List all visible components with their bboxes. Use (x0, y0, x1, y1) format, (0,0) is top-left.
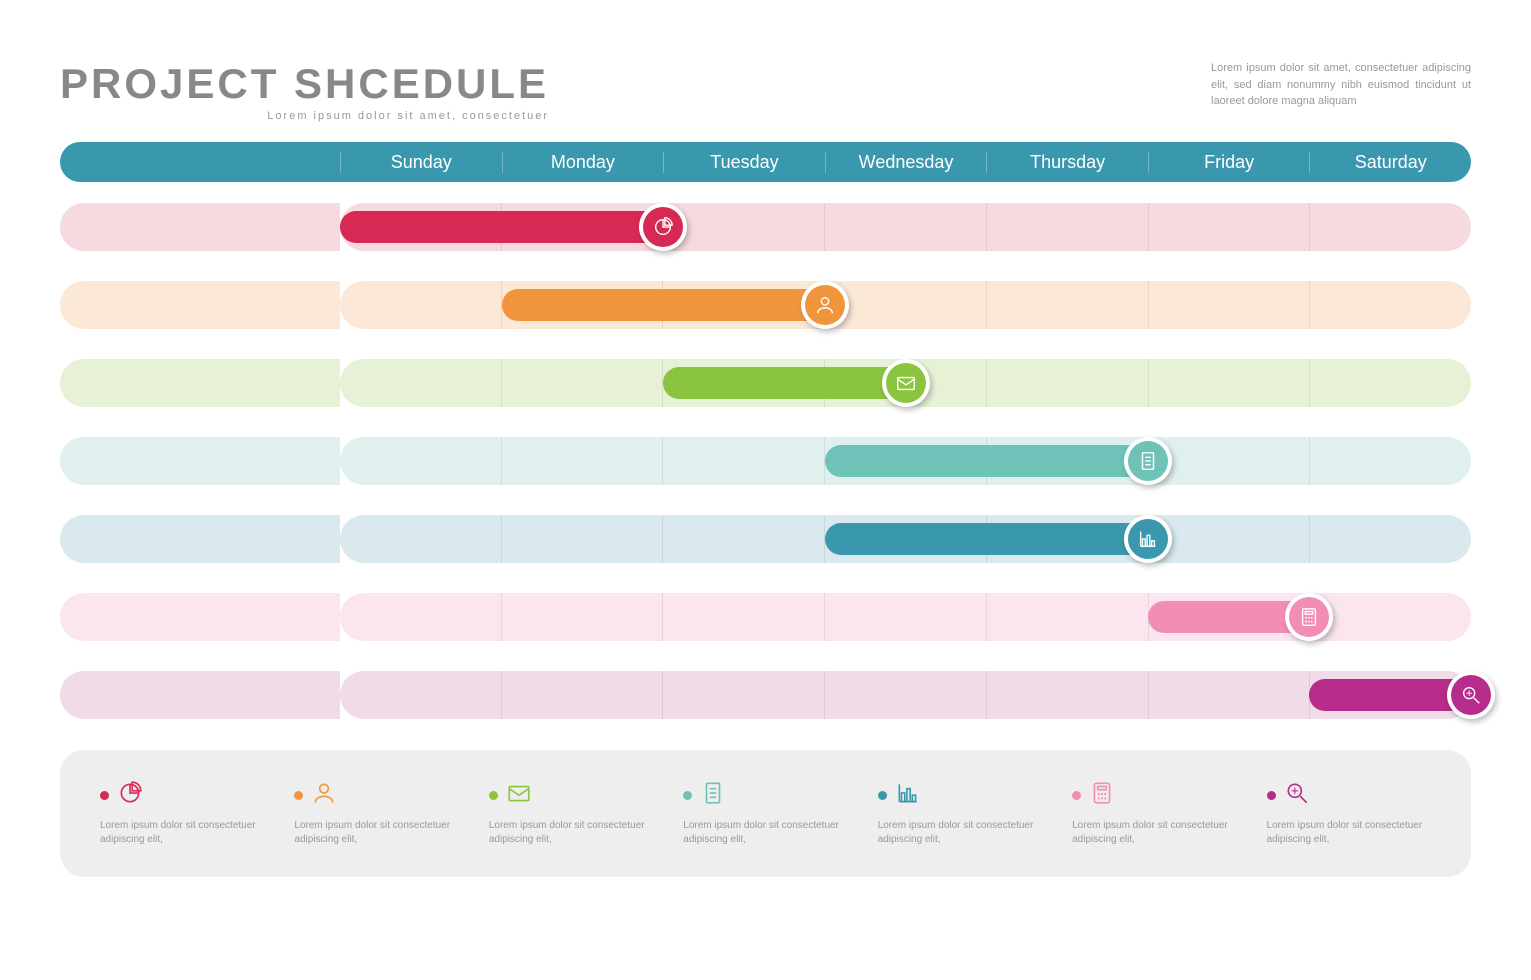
user-icon (801, 281, 849, 329)
header: PROJECT SHCEDULE Lorem ipsum dolor sit a… (60, 60, 1471, 122)
pie-icon (117, 780, 143, 811)
legend-item: Lorem ipsum dolor sit consectetuer adipi… (294, 780, 458, 847)
description-text: Lorem ipsum dolor sit amet, consectetuer… (1211, 60, 1471, 110)
day-column-header: Tuesday (663, 152, 825, 173)
project-row: PROJECT 01 (60, 197, 1471, 257)
legend-item: Lorem ipsum dolor sit consectetuer adipi… (878, 780, 1042, 847)
day-column-header: Saturday (1309, 152, 1471, 173)
pie-icon (639, 203, 687, 251)
project-label: PROJECT 05 (60, 529, 340, 550)
legend-text: Lorem ipsum dolor sit consectetuer adipi… (878, 819, 1042, 847)
day-column-header: Monday (502, 152, 664, 173)
legend-dot (878, 791, 887, 800)
gantt-bar (340, 211, 663, 243)
day-column-header: Friday (1148, 152, 1310, 173)
legend-text: Lorem ipsum dolor sit consectetuer adipi… (1267, 819, 1431, 847)
search-icon (1284, 780, 1310, 811)
project-row: PROJECT 06 (60, 587, 1471, 647)
legend-text: Lorem ipsum dolor sit consectetuer adipi… (294, 819, 458, 847)
day-column-header: Wednesday (825, 152, 987, 173)
legend-item: Lorem ipsum dolor sit consectetuer adipi… (1267, 780, 1431, 847)
gantt-bar (825, 523, 1148, 555)
page-title: PROJECT SHCEDULE (60, 60, 549, 108)
chart-icon (1124, 515, 1172, 563)
project-label: PROJECT 04 (60, 451, 340, 472)
project-row: PROJECT 07 (60, 665, 1471, 725)
gantt-rows: PROJECT 01 PROJECT 02 PROJECT 03 PROJECT 04… (60, 197, 1471, 725)
search-icon (1447, 671, 1495, 719)
gantt-bar (502, 289, 825, 321)
legend: Lorem ipsum dolor sit consectetuer adipi… (60, 750, 1471, 877)
day-header: SundayMondayTuesdayWednesdayThursdayFrid… (60, 142, 1471, 182)
doc-icon (1124, 437, 1172, 485)
project-label: PROJECT 07 (60, 685, 340, 706)
legend-item: Lorem ipsum dolor sit consectetuer adipi… (1072, 780, 1236, 847)
project-row: PROJECT 04 (60, 431, 1471, 491)
legend-dot (1267, 791, 1276, 800)
mail-icon (882, 359, 930, 407)
project-label: PROJECT 03 (60, 373, 340, 394)
chart-icon (895, 780, 921, 811)
legend-dot (100, 791, 109, 800)
legend-text: Lorem ipsum dolor sit consectetuer adipi… (489, 819, 653, 847)
legend-text: Lorem ipsum dolor sit consectetuer adipi… (100, 819, 264, 847)
project-row: PROJECT 05 (60, 509, 1471, 569)
day-column-header: Sunday (340, 152, 502, 173)
legend-dot (683, 791, 692, 800)
project-label: PROJECT 06 (60, 607, 340, 628)
page-subtitle: Lorem ipsum dolor sit amet, consectetuer (60, 110, 549, 122)
legend-dot (489, 791, 498, 800)
day-column-header: Thursday (986, 152, 1148, 173)
user-icon (311, 780, 337, 811)
doc-icon (700, 780, 726, 811)
gantt-bar (825, 445, 1148, 477)
legend-text: Lorem ipsum dolor sit consectetuer adipi… (683, 819, 847, 847)
project-row: PROJECT 02 (60, 275, 1471, 335)
legend-item: Lorem ipsum dolor sit consectetuer adipi… (683, 780, 847, 847)
legend-dot (294, 791, 303, 800)
project-label: PROJECT 01 (60, 217, 340, 238)
legend-text: Lorem ipsum dolor sit consectetuer adipi… (1072, 819, 1236, 847)
mail-icon (506, 780, 532, 811)
calc-icon (1089, 780, 1115, 811)
project-row: PROJECT 03 (60, 353, 1471, 413)
project-label: PROJECT 02 (60, 295, 340, 316)
legend-item: Lorem ipsum dolor sit consectetuer adipi… (489, 780, 653, 847)
legend-dot (1072, 791, 1081, 800)
gantt-bar (663, 367, 905, 399)
legend-item: Lorem ipsum dolor sit consectetuer adipi… (100, 780, 264, 847)
